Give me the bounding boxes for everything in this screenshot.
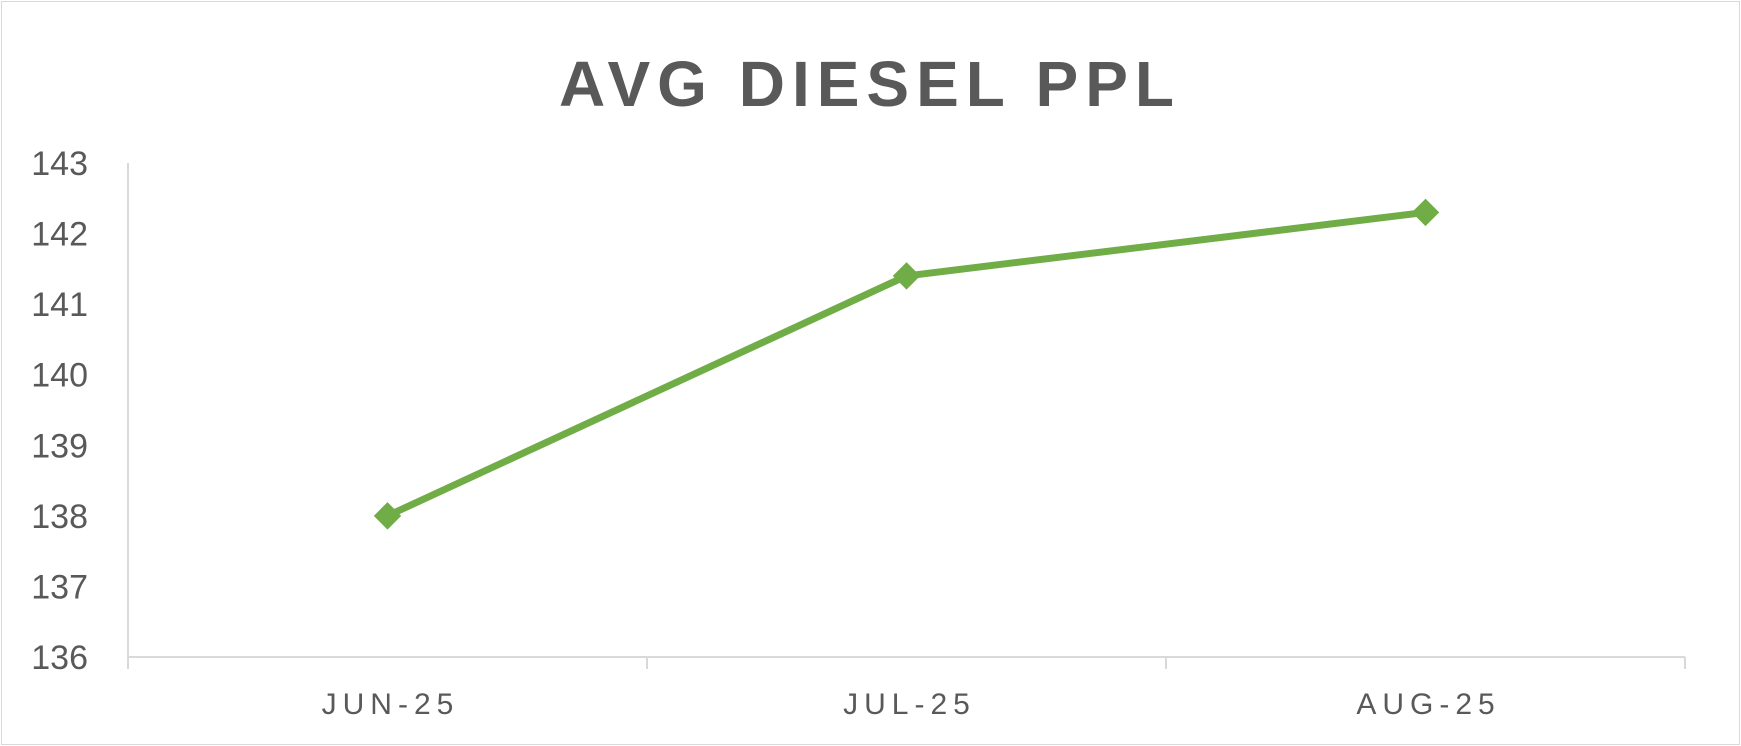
y-tick-label: 141 xyxy=(31,286,88,324)
y-axis-ticks: 136 137 138 139 140 141 142 143 xyxy=(31,145,88,677)
y-tick-label: 142 xyxy=(31,216,88,254)
y-tick-label: 138 xyxy=(31,498,88,536)
chart-title: AVG DIESEL PPL xyxy=(559,48,1181,120)
y-tick-label: 139 xyxy=(31,427,88,465)
series-line xyxy=(386,208,1426,520)
data-point-marker xyxy=(892,262,921,290)
y-tick-label: 137 xyxy=(31,568,88,606)
y-tick-label: 136 xyxy=(31,639,88,677)
axes xyxy=(127,163,1686,669)
y-tick-label: 143 xyxy=(31,145,88,183)
x-tick-label: JUL-25 xyxy=(843,688,976,721)
x-tick-label: AUG-25 xyxy=(1356,688,1500,721)
x-tick-label: JUN-25 xyxy=(322,688,460,721)
data-point-marker xyxy=(373,502,402,530)
x-axis-ticks: JUN-25 JUL-25 AUG-25 xyxy=(322,688,1500,721)
y-tick-label: 140 xyxy=(31,357,88,395)
data-point-marker xyxy=(1411,198,1440,227)
series-group xyxy=(373,198,1440,530)
